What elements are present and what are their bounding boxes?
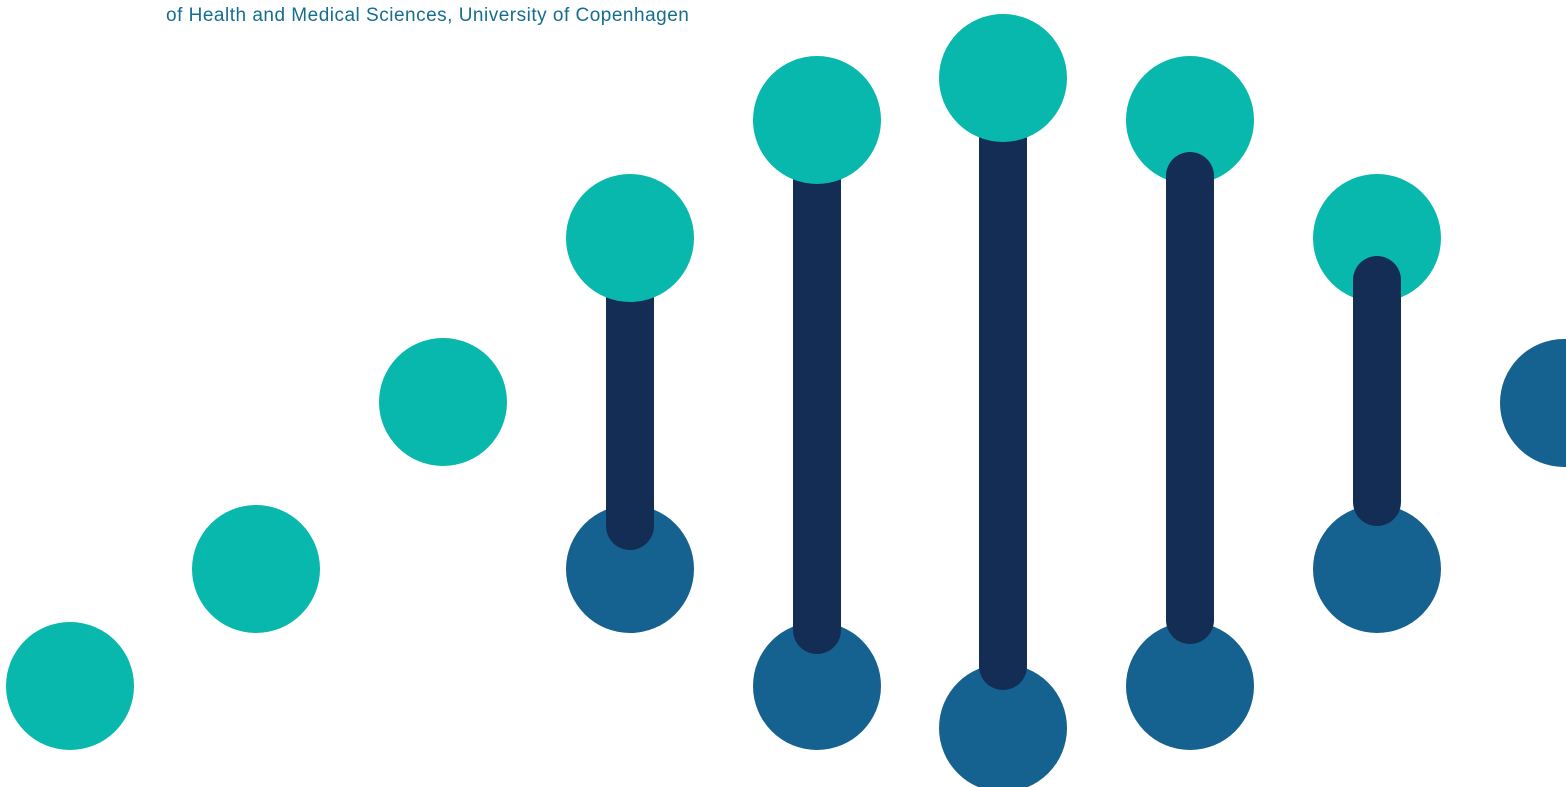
teal-dot-pair-5 xyxy=(1313,174,1441,302)
blue-dot-pair-5 xyxy=(1313,505,1441,633)
teal-dot-1 xyxy=(6,622,134,750)
teal-dot-pair-2 xyxy=(753,56,881,184)
teal-dot-pair-4 xyxy=(1126,56,1254,184)
teal-dot-pair-3 xyxy=(939,14,1067,142)
blue-dot-pair-3 xyxy=(939,664,1067,787)
blue-dot-edge xyxy=(1500,339,1566,467)
blue-dot-pair-1 xyxy=(566,505,694,633)
blue-dot-pair-2 xyxy=(753,622,881,750)
teal-dot-3 xyxy=(379,338,507,466)
blue-dot-pair-4 xyxy=(1126,622,1254,750)
teal-dot-2 xyxy=(192,505,320,633)
teal-dot-pair-1 xyxy=(566,174,694,302)
header-text: of Health and Medical Sciences, Universi… xyxy=(166,5,690,26)
